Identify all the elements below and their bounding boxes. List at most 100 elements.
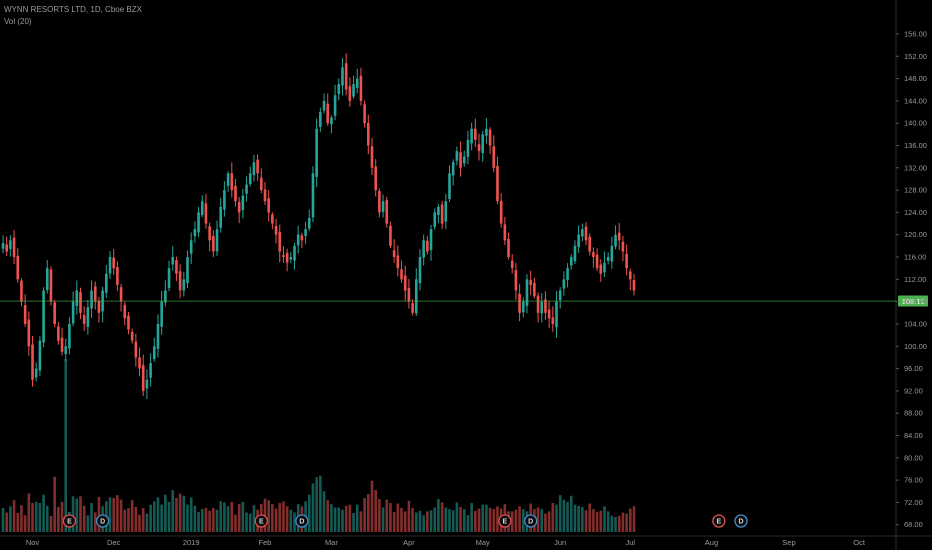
candle-body bbox=[569, 257, 573, 266]
volume-bar bbox=[237, 504, 241, 532]
candle-body bbox=[245, 184, 248, 194]
volume-bar bbox=[403, 511, 407, 532]
candle bbox=[481, 130, 484, 162]
candle-body bbox=[256, 159, 259, 174]
volume-bar bbox=[164, 494, 167, 532]
time-axis[interactable]: Nov Dec 2019 Feb Mar Apr May Jun Jul Aug Sep Oct bbox=[26, 538, 866, 547]
volume-bar bbox=[459, 506, 462, 532]
candle bbox=[16, 248, 20, 283]
volume-bar bbox=[588, 503, 592, 532]
candle-body bbox=[178, 271, 182, 291]
volume-bar bbox=[60, 501, 64, 532]
volume-bar bbox=[178, 493, 182, 532]
candle bbox=[547, 300, 551, 328]
event-marker-letter: D bbox=[100, 519, 105, 526]
candle-body bbox=[474, 128, 477, 140]
volume-bar bbox=[119, 499, 123, 532]
candle-body bbox=[79, 292, 82, 313]
candle-body bbox=[529, 280, 532, 285]
price-tick-label: 68.00 bbox=[904, 520, 923, 529]
candle-body bbox=[418, 257, 422, 284]
candle bbox=[34, 362, 38, 382]
volume-bar bbox=[396, 503, 400, 532]
candle-body bbox=[271, 214, 274, 224]
candle bbox=[204, 193, 208, 229]
earnings-marker[interactable]: E bbox=[712, 514, 726, 528]
dividend-marker[interactable]: D bbox=[734, 514, 748, 528]
earnings-marker[interactable]: E bbox=[62, 514, 77, 528]
earnings-marker[interactable]: E bbox=[498, 514, 512, 528]
candle-body bbox=[160, 301, 163, 327]
volume-bar bbox=[341, 509, 344, 532]
candle bbox=[149, 353, 152, 387]
volume-bar bbox=[606, 511, 610, 532]
volume-bar bbox=[167, 501, 171, 532]
volume-bar bbox=[629, 508, 632, 532]
candle bbox=[507, 232, 510, 260]
candle bbox=[525, 274, 529, 314]
candle bbox=[105, 265, 108, 298]
symbol-title: WYNN RESORTS LTD, 1D, Cboe BZX bbox=[4, 5, 142, 14]
candle bbox=[130, 328, 134, 344]
candle bbox=[49, 266, 53, 306]
volume-bar bbox=[278, 502, 282, 532]
event-marker-letter: E bbox=[717, 519, 722, 526]
candle bbox=[219, 197, 223, 233]
candle bbox=[178, 264, 182, 299]
candle bbox=[414, 268, 418, 316]
volume-bar bbox=[90, 502, 93, 532]
candle bbox=[610, 236, 614, 269]
candle bbox=[156, 314, 160, 358]
candle-body bbox=[86, 307, 90, 327]
volume-bar bbox=[551, 502, 555, 532]
candle-body bbox=[503, 224, 507, 241]
candle-body bbox=[448, 173, 451, 200]
candle bbox=[466, 130, 470, 165]
volume-bar bbox=[407, 500, 411, 532]
candle-body bbox=[459, 152, 462, 168]
volume-bar bbox=[488, 508, 492, 532]
candle-body bbox=[212, 236, 215, 252]
volume-bar bbox=[595, 511, 599, 532]
dividend-marker[interactable]: D bbox=[524, 514, 538, 528]
candle-body bbox=[381, 201, 385, 212]
event-marker-letter: D bbox=[528, 519, 533, 526]
candle-body bbox=[499, 200, 503, 224]
earnings-marker[interactable]: E bbox=[254, 514, 268, 528]
candle bbox=[226, 171, 230, 192]
candle-body bbox=[407, 288, 411, 302]
candle bbox=[555, 291, 558, 338]
price-axis[interactable]: 156.00 152.00 148.00 144.00 140.00 136.00 132.… bbox=[896, 29, 927, 529]
candle bbox=[31, 335, 34, 387]
dividend-marker[interactable]: D bbox=[295, 514, 309, 528]
candle-body bbox=[186, 257, 189, 284]
dividend-marker[interactable]: D bbox=[95, 514, 110, 528]
candle-body bbox=[208, 226, 211, 241]
candle-body bbox=[555, 301, 558, 328]
candle bbox=[370, 137, 374, 175]
candle-body bbox=[370, 146, 374, 168]
candle bbox=[282, 246, 285, 264]
candle-body bbox=[614, 234, 617, 247]
volume-bar bbox=[34, 501, 38, 532]
volume-bar bbox=[569, 495, 573, 532]
candle-body bbox=[348, 86, 352, 101]
candle bbox=[152, 337, 156, 362]
volume-bar bbox=[12, 500, 16, 532]
time-tick-label: Dec bbox=[107, 538, 121, 547]
candle bbox=[433, 208, 437, 230]
time-tick-label: Feb bbox=[259, 538, 272, 547]
candle-body bbox=[215, 229, 219, 252]
candle-body bbox=[219, 206, 223, 228]
candle-body bbox=[396, 255, 400, 269]
candle-body bbox=[440, 204, 444, 224]
candle bbox=[422, 234, 425, 266]
volume-bar bbox=[226, 506, 230, 532]
volume-bar bbox=[263, 498, 267, 532]
volume-bar bbox=[474, 510, 477, 532]
candle-body bbox=[119, 287, 123, 302]
volume-bars bbox=[1, 359, 636, 532]
volume-bar bbox=[558, 495, 562, 532]
candle-body bbox=[293, 245, 296, 261]
